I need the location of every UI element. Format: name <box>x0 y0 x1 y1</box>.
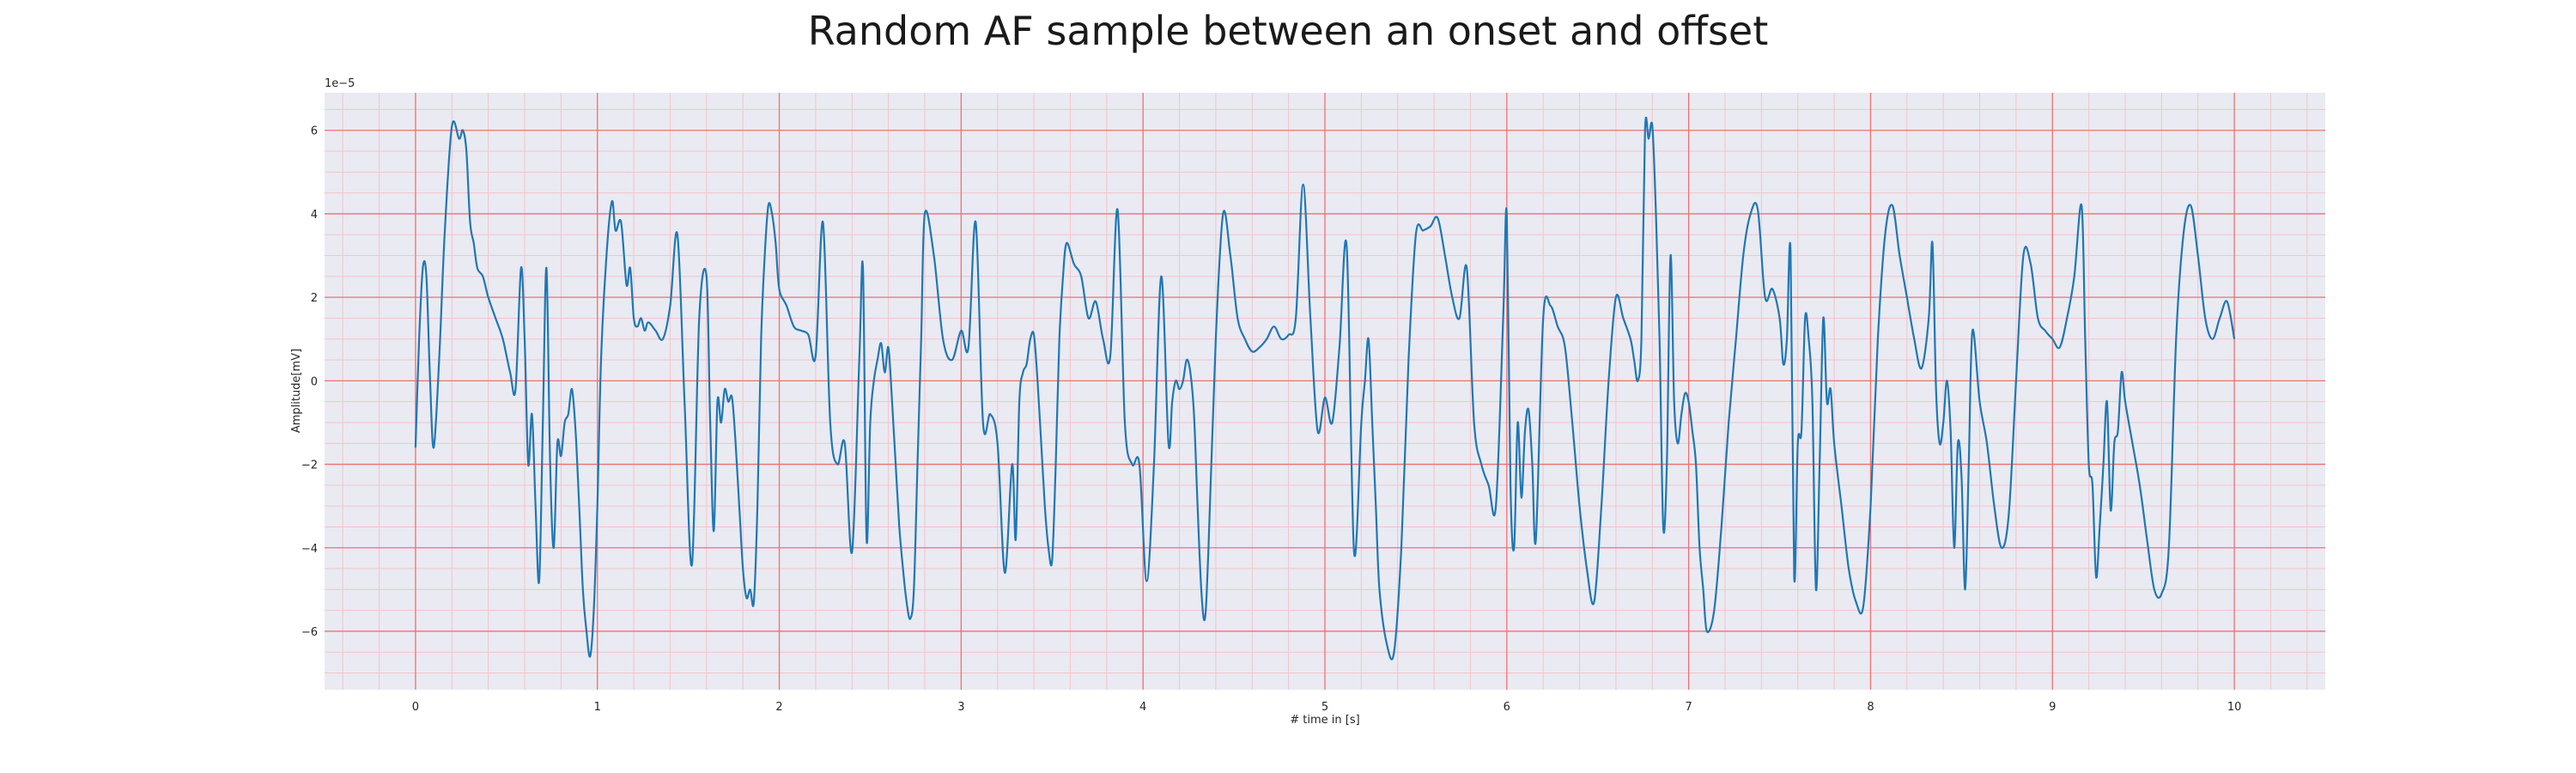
x-axis-label: # time in [s] <box>1290 714 1359 727</box>
major-grid <box>325 93 2325 690</box>
y-tick-label: −2 <box>301 460 318 472</box>
x-tick-label: 9 <box>2049 701 2056 714</box>
x-tick-label: 3 <box>957 701 964 714</box>
y-axis-ticks: −6 −4 −2 0 2 4 6 <box>301 125 318 639</box>
y-tick-label: 0 <box>311 375 318 388</box>
x-tick-label: 5 <box>1321 701 1328 714</box>
y-axis-label: Amplitude[mV] <box>290 349 303 433</box>
chart-title: Random AF sample between an onset and of… <box>808 8 1769 54</box>
series-line <box>414 116 2236 660</box>
x-tick-label: 0 <box>412 701 419 714</box>
y-tick-label: −4 <box>301 543 318 556</box>
x-tick-label: 4 <box>1139 701 1146 714</box>
y-offset-label: 1e−5 <box>325 77 355 90</box>
y-tick-label: 6 <box>311 125 318 138</box>
x-tick-label: 8 <box>1867 701 1874 714</box>
x-tick-label: 7 <box>1685 701 1692 714</box>
x-tick-label: 10 <box>2227 701 2242 714</box>
y-tick-label: −6 <box>301 626 318 639</box>
x-tick-label: 6 <box>1504 701 1510 714</box>
x-axis-ticks: 0 1 2 3 4 5 6 7 8 9 10 <box>412 701 2242 714</box>
y-tick-label: 2 <box>311 292 318 305</box>
y-tick-label: 4 <box>311 209 318 222</box>
x-tick-label: 2 <box>775 701 782 714</box>
x-tick-label: 1 <box>594 701 601 714</box>
